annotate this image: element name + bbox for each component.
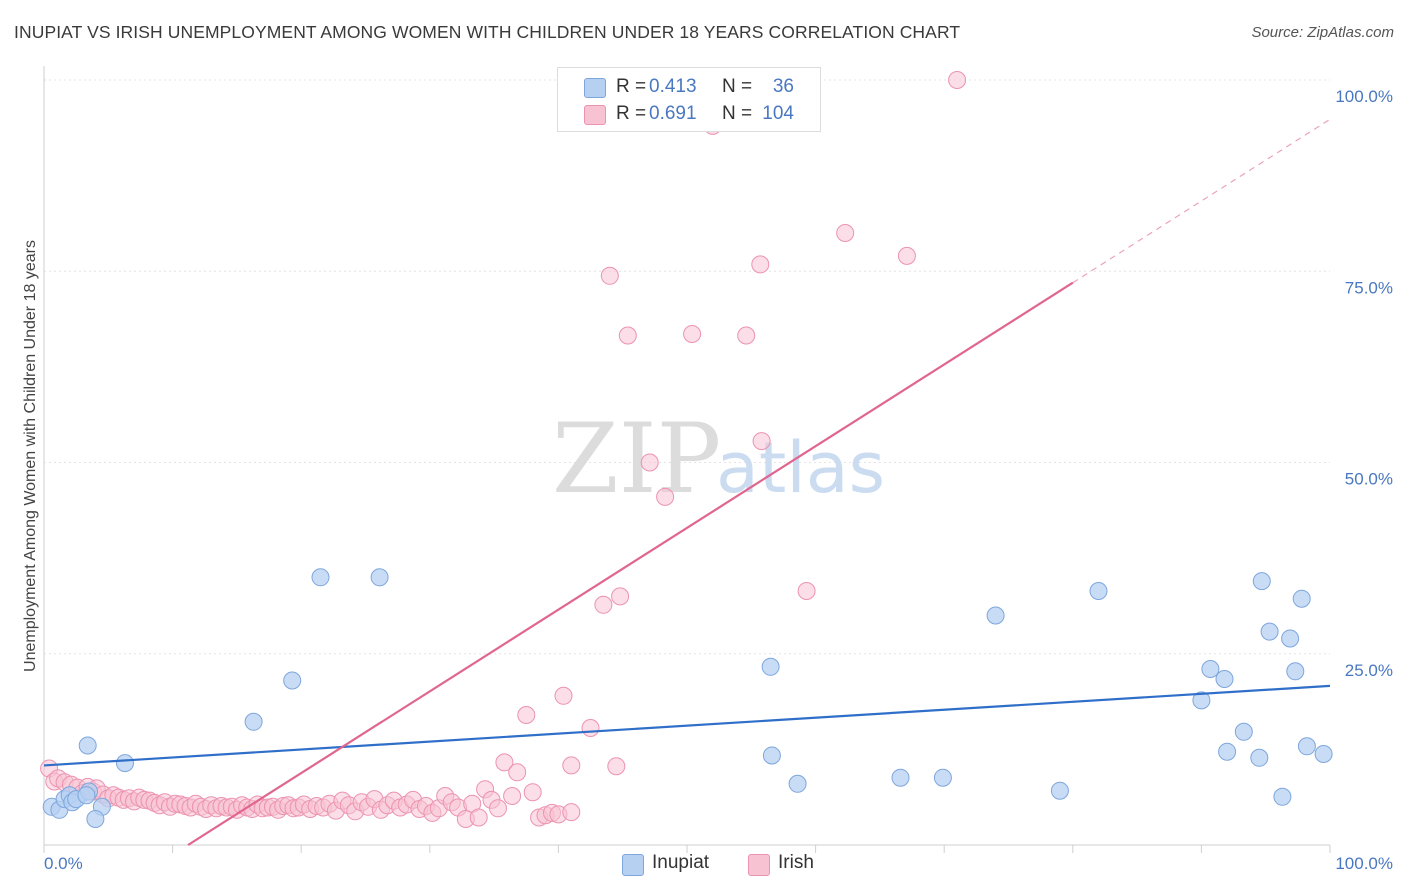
irish-point <box>618 326 637 345</box>
inupiat-point <box>761 657 780 676</box>
y-tick-label: 25.0% <box>1345 661 1393 680</box>
inupiat-point <box>891 768 910 787</box>
legend-label-irish: Irish <box>778 852 814 873</box>
inupiat-point <box>1314 745 1333 763</box>
irish-point <box>581 719 600 737</box>
x-tick-label: 100.0% <box>1335 854 1393 873</box>
irish-trend-extension <box>1072 118 1331 284</box>
x-tick-label: 0.0% <box>44 854 83 873</box>
inupiat-swatch <box>622 854 644 876</box>
inupiat-point <box>1215 670 1234 688</box>
inupiat-point <box>370 568 389 587</box>
inupiat-point <box>1273 787 1292 806</box>
inupiat-point <box>283 671 302 690</box>
inupiat-point <box>244 712 263 731</box>
inupiat-point <box>933 768 952 787</box>
inupiat-point <box>311 568 330 587</box>
correlation-legend: R = 0.413 N = 36 R = 0.691 N = 104 <box>557 67 821 132</box>
y-axis-label: Unemployment Among Women with Children U… <box>22 240 39 672</box>
irish-point <box>897 246 916 265</box>
irish-point <box>751 255 770 274</box>
trendlines <box>43 118 1331 846</box>
r-label: R = <box>616 103 647 124</box>
legend-row-irish: R = 0.691 N = 104 <box>558 101 820 129</box>
irish-point <box>508 763 527 782</box>
inupiat-point <box>1201 660 1220 678</box>
irish-point <box>523 783 542 802</box>
inupiat-point <box>1218 742 1237 761</box>
inupiat-point <box>86 810 105 828</box>
irish-swatch <box>748 854 770 876</box>
inupiat-swatch <box>584 78 606 98</box>
inupiat-point <box>1297 737 1316 756</box>
inupiat-trendline <box>43 684 1331 767</box>
inupiat-point <box>116 754 134 773</box>
inupiat-points <box>42 568 1333 828</box>
inupiat-point <box>1292 589 1311 608</box>
inupiat-point <box>1050 781 1069 800</box>
irish-point <box>611 587 630 606</box>
irish-point <box>640 453 659 472</box>
inupiat-point <box>1281 629 1300 648</box>
irish-point <box>554 686 573 705</box>
irish-point <box>607 757 626 776</box>
tick-labels: 25.0% 50.0% 75.0% 100.0% 0.0% 100.0% <box>44 87 1393 873</box>
y-tick-label: 50.0% <box>1345 470 1393 489</box>
axes <box>43 66 1331 853</box>
irish-point <box>489 799 507 818</box>
irish-point <box>600 266 619 285</box>
watermark-atlas: atlas <box>716 427 885 509</box>
legend-row-inupiat: R = 0.413 N = 36 <box>558 74 820 102</box>
r-value: 0.413 <box>649 76 697 97</box>
grid-lines <box>44 79 1330 655</box>
y-tick-label: 75.0% <box>1345 278 1393 297</box>
n-value: 104 <box>762 103 794 124</box>
r-label: R = <box>616 76 647 97</box>
inupiat-point <box>1234 722 1253 741</box>
irish-point <box>495 753 514 772</box>
inupiat-point <box>1252 572 1271 591</box>
inupiat-point <box>788 774 807 793</box>
irish-point <box>737 326 756 345</box>
n-label: N = <box>722 103 753 124</box>
inupiat-point <box>986 606 1005 625</box>
irish-point <box>752 432 771 451</box>
series-legend: Inupiat Irish <box>0 852 1406 878</box>
irish-swatch <box>584 105 606 125</box>
chart-title: INUPIAT VS IRISH UNEMPLOYMENT AMONG WOME… <box>14 22 961 42</box>
inupiat-point <box>1250 748 1269 767</box>
inupiat-point <box>1286 662 1305 681</box>
irish-point <box>948 71 967 89</box>
inupiat-point <box>1089 582 1108 600</box>
irish-point <box>517 706 536 724</box>
inupiat-point <box>1192 691 1211 710</box>
irish-point <box>469 808 488 827</box>
irish-point <box>562 803 581 822</box>
irish-point <box>503 787 522 805</box>
source-credit: Source: ZipAtlas.com <box>1251 24 1394 41</box>
irish-point <box>594 595 613 614</box>
irish-point <box>683 325 702 343</box>
watermark-zip: ZIP <box>552 403 721 515</box>
irish-point <box>797 582 816 600</box>
inupiat-point <box>762 746 781 765</box>
inupiat-point <box>1260 622 1279 641</box>
y-tick-label: 100.0% <box>1335 87 1393 106</box>
irish-point <box>562 756 581 775</box>
irish-point <box>836 224 855 242</box>
inupiat-point <box>78 736 97 755</box>
irish-trendline <box>187 281 1074 846</box>
watermark: ZIP atlas <box>552 403 885 515</box>
r-value: 0.691 <box>649 103 697 124</box>
irish-point <box>656 487 675 506</box>
inupiat-point <box>77 786 96 805</box>
legend-label-inupiat: Inupiat <box>652 852 710 873</box>
n-value: 36 <box>772 76 794 97</box>
n-label: N = <box>722 76 753 97</box>
